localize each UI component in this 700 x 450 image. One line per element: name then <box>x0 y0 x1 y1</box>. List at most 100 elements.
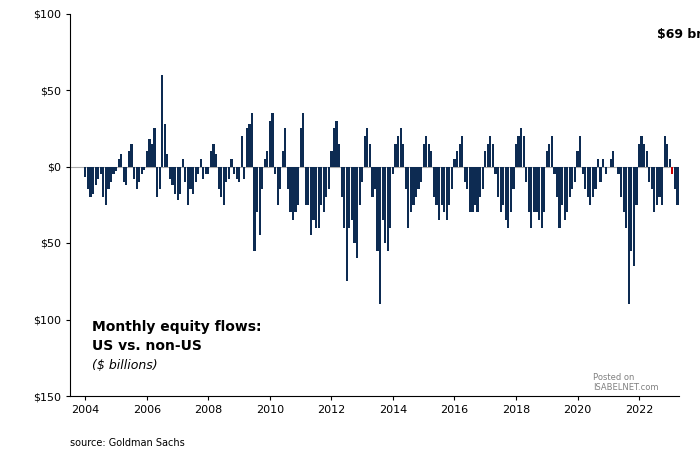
Bar <box>264 159 266 166</box>
Bar <box>412 166 414 205</box>
Bar <box>502 166 504 205</box>
Bar <box>666 144 668 166</box>
Bar <box>384 166 386 243</box>
Bar <box>302 113 304 166</box>
Bar <box>633 166 635 266</box>
Bar <box>587 166 589 197</box>
Bar <box>241 136 243 166</box>
Bar <box>656 166 658 205</box>
Bar <box>295 166 297 212</box>
Bar <box>682 166 684 235</box>
Bar <box>528 166 530 212</box>
Bar <box>323 166 325 212</box>
Bar <box>346 166 348 281</box>
Bar <box>141 166 143 174</box>
Bar <box>256 166 258 212</box>
Bar <box>167 154 169 166</box>
Bar <box>430 151 433 166</box>
Bar <box>617 166 620 174</box>
Bar <box>389 166 391 228</box>
Bar <box>597 159 599 166</box>
Bar <box>220 166 223 197</box>
Bar <box>546 151 548 166</box>
Bar <box>425 136 428 166</box>
Bar <box>354 166 356 243</box>
Bar <box>190 166 192 189</box>
Bar <box>172 166 174 185</box>
Bar <box>433 166 435 197</box>
Bar <box>343 166 345 228</box>
Bar <box>125 166 127 185</box>
Bar <box>469 166 471 212</box>
Bar <box>489 136 491 166</box>
Bar <box>456 151 458 166</box>
Bar <box>122 166 125 182</box>
Bar <box>410 166 412 212</box>
Bar <box>364 136 366 166</box>
Bar <box>243 166 246 179</box>
Bar <box>128 151 130 166</box>
Bar <box>471 166 473 212</box>
Bar <box>574 166 576 182</box>
Bar <box>304 166 307 205</box>
Bar <box>630 166 632 251</box>
Bar <box>508 166 510 228</box>
Bar <box>215 154 217 166</box>
Bar <box>566 166 568 212</box>
Text: Monthly equity flows:: Monthly equity flows: <box>92 320 261 333</box>
Bar <box>266 151 269 166</box>
Bar <box>97 166 99 179</box>
Bar <box>382 166 384 220</box>
Bar <box>543 166 545 212</box>
Bar <box>497 166 499 197</box>
Bar <box>187 166 189 205</box>
Bar <box>225 166 228 182</box>
Bar <box>330 151 332 166</box>
Bar <box>92 166 94 194</box>
Bar <box>643 144 645 166</box>
Bar <box>676 166 678 205</box>
Bar <box>494 166 496 174</box>
Bar <box>694 166 696 174</box>
Bar <box>417 166 420 189</box>
Bar <box>248 124 251 166</box>
Bar <box>118 159 120 166</box>
Bar <box>146 151 148 166</box>
Bar <box>169 166 171 179</box>
Bar <box>423 144 425 166</box>
Bar <box>397 136 399 166</box>
Bar <box>251 113 253 166</box>
Bar <box>523 136 525 166</box>
Text: $69 bn: $69 bn <box>657 28 700 41</box>
Bar <box>207 166 209 174</box>
Bar <box>628 166 630 304</box>
Bar <box>589 166 592 205</box>
Bar <box>533 166 535 212</box>
Bar <box>531 166 533 228</box>
Bar <box>477 166 479 212</box>
Bar <box>199 159 202 166</box>
Bar <box>105 166 107 205</box>
Bar <box>474 166 476 205</box>
Bar <box>161 75 163 166</box>
Bar <box>292 166 294 220</box>
Bar <box>151 144 153 166</box>
Bar <box>420 166 422 182</box>
Bar <box>351 166 353 220</box>
Bar <box>349 166 351 228</box>
Bar <box>428 144 430 166</box>
Bar <box>556 166 558 197</box>
Bar <box>653 166 655 212</box>
Bar <box>407 166 410 228</box>
Bar <box>230 159 232 166</box>
Bar <box>205 166 207 174</box>
Bar <box>500 166 502 212</box>
Bar <box>568 166 571 197</box>
Bar <box>648 166 650 182</box>
Bar <box>415 166 417 197</box>
Bar <box>605 166 607 174</box>
Bar <box>645 151 648 166</box>
Bar <box>559 166 561 228</box>
Bar <box>405 166 407 189</box>
Bar <box>133 166 135 179</box>
